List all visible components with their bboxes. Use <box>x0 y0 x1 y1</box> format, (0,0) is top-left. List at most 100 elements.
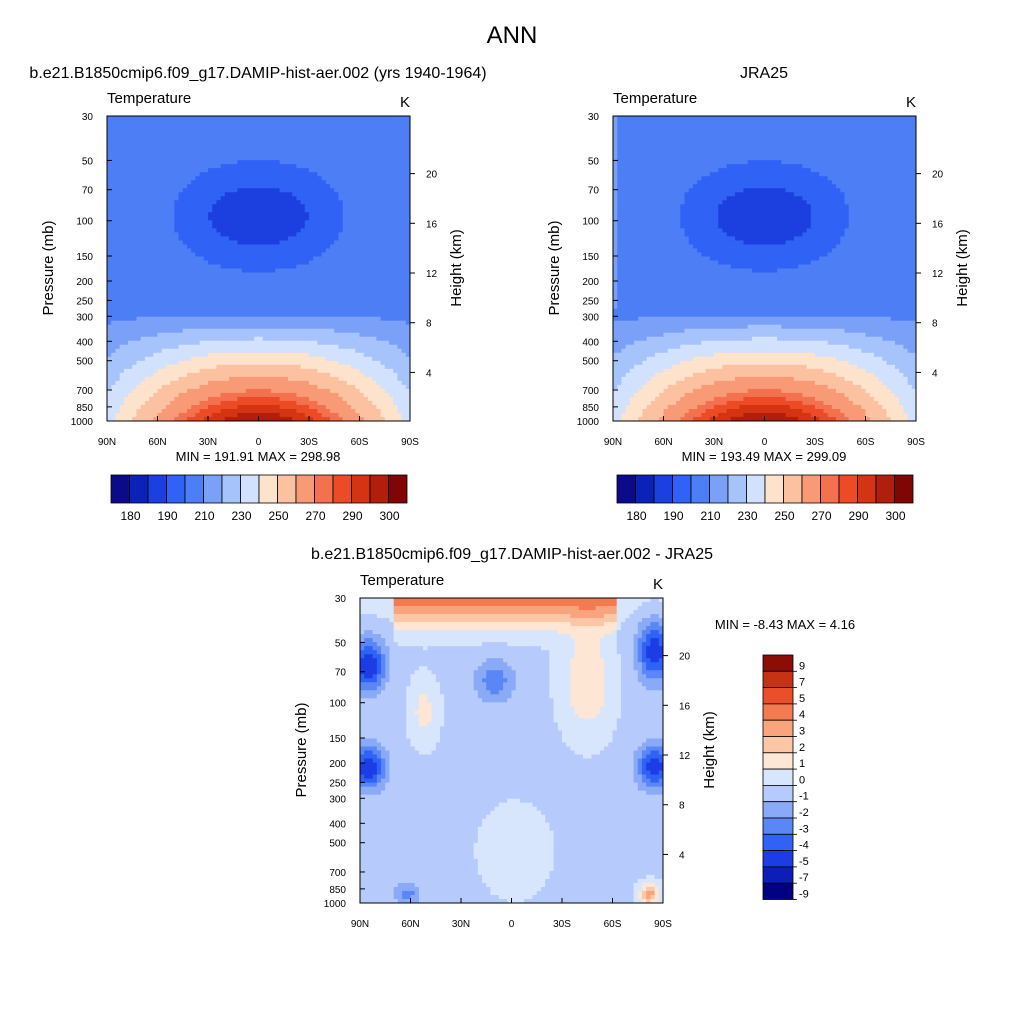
field-cell <box>393 618 618 623</box>
field-cell <box>620 686 647 691</box>
height-tick-label: 16 <box>932 219 944 230</box>
field-cell <box>360 662 378 667</box>
field-cell <box>617 288 916 294</box>
field-cell <box>617 268 753 274</box>
field-cell <box>385 686 407 691</box>
field-cell <box>372 630 395 635</box>
field-cell <box>617 284 916 290</box>
field-cell <box>161 384 201 390</box>
field-cell <box>865 412 888 418</box>
field-cell <box>637 622 651 627</box>
field-cell <box>684 392 728 398</box>
field-cell <box>342 228 410 233</box>
field-cell <box>360 734 407 740</box>
field-cell <box>439 730 563 736</box>
field-cell <box>701 384 829 390</box>
field-cell <box>360 798 508 804</box>
field-cell <box>646 886 656 892</box>
field-cell <box>342 216 410 221</box>
height-tick-label: 20 <box>932 170 944 181</box>
field-cell <box>199 340 319 346</box>
field-cell <box>482 818 546 824</box>
field-cell <box>633 898 643 903</box>
field-cell <box>119 372 154 378</box>
field-cell <box>360 778 378 784</box>
field-cell <box>620 690 663 695</box>
field-cell <box>650 894 656 900</box>
colorbar-swatch <box>240 474 260 504</box>
field-cell <box>655 372 694 378</box>
field-cell <box>844 192 916 197</box>
field-cell <box>676 400 707 406</box>
temperature-field <box>613 116 916 421</box>
x-tick-label: 60S <box>351 437 369 448</box>
field-cell <box>431 670 475 675</box>
field-cell <box>486 686 504 691</box>
x-tick-label: 30N <box>199 437 217 448</box>
field-cell <box>613 160 618 165</box>
field-cell <box>334 240 410 246</box>
field-cell <box>613 240 618 246</box>
field-cell <box>810 208 850 213</box>
field-cell <box>144 376 180 382</box>
field-cell <box>473 670 487 675</box>
field-cell <box>566 742 609 748</box>
axes: 305070100150200250300400500700850100090N… <box>71 112 438 448</box>
field-cell <box>182 240 239 246</box>
field-cell <box>844 412 867 418</box>
colorbar-swatch <box>762 752 794 770</box>
colorbar-swatch <box>221 474 241 504</box>
field-cell <box>570 634 605 639</box>
field-cell <box>557 722 618 728</box>
field-cell <box>549 870 663 876</box>
colorbar-label: 290 <box>342 509 362 523</box>
field-cell <box>553 850 663 856</box>
field-cell <box>616 622 622 627</box>
field-cell <box>650 376 686 382</box>
field-cell <box>781 324 916 330</box>
colorbar-label: 210 <box>700 509 720 523</box>
field-cell <box>718 204 812 209</box>
field-cell <box>646 782 663 788</box>
field-cell <box>637 674 647 679</box>
field-cell <box>338 232 410 237</box>
field-cell <box>553 842 663 848</box>
field-cell <box>633 882 643 888</box>
x-tick-label: 90S <box>654 919 672 930</box>
field-cell <box>360 702 407 707</box>
field-cell <box>629 614 651 619</box>
field-cell <box>360 638 365 643</box>
field-cell <box>107 416 117 421</box>
field-cell <box>604 694 622 699</box>
y-tick-label: 30 <box>82 112 94 123</box>
field-cell <box>444 718 555 723</box>
field-cell <box>360 754 378 760</box>
field-cell <box>473 674 487 679</box>
field-cell <box>793 376 846 382</box>
field-cell <box>360 714 407 719</box>
field-cell <box>637 630 643 635</box>
figure-title: ANN <box>487 22 538 49</box>
field-cell <box>216 200 302 205</box>
field-cell <box>410 682 441 687</box>
field-cell <box>604 690 622 695</box>
field-cell <box>418 666 428 671</box>
field-cell <box>641 890 647 896</box>
field-cell <box>212 224 306 229</box>
panel-reanalysis: JRA25 Temperature K 30507010015020025030… <box>546 65 971 523</box>
field-cell <box>346 400 373 406</box>
field-cell <box>515 686 550 691</box>
field-cell <box>633 650 639 655</box>
field-cell <box>613 284 618 290</box>
field-cell <box>553 714 580 719</box>
field-cell <box>613 156 618 161</box>
field-cell <box>654 894 660 900</box>
field-cell <box>578 714 597 719</box>
field-cell <box>393 630 559 635</box>
field-cell <box>718 220 812 225</box>
field-cell <box>907 348 916 354</box>
x-tick-label: 60S <box>604 919 622 930</box>
colorbar-swatch <box>838 474 858 504</box>
field-cell <box>402 890 416 896</box>
field-cell <box>360 814 487 820</box>
